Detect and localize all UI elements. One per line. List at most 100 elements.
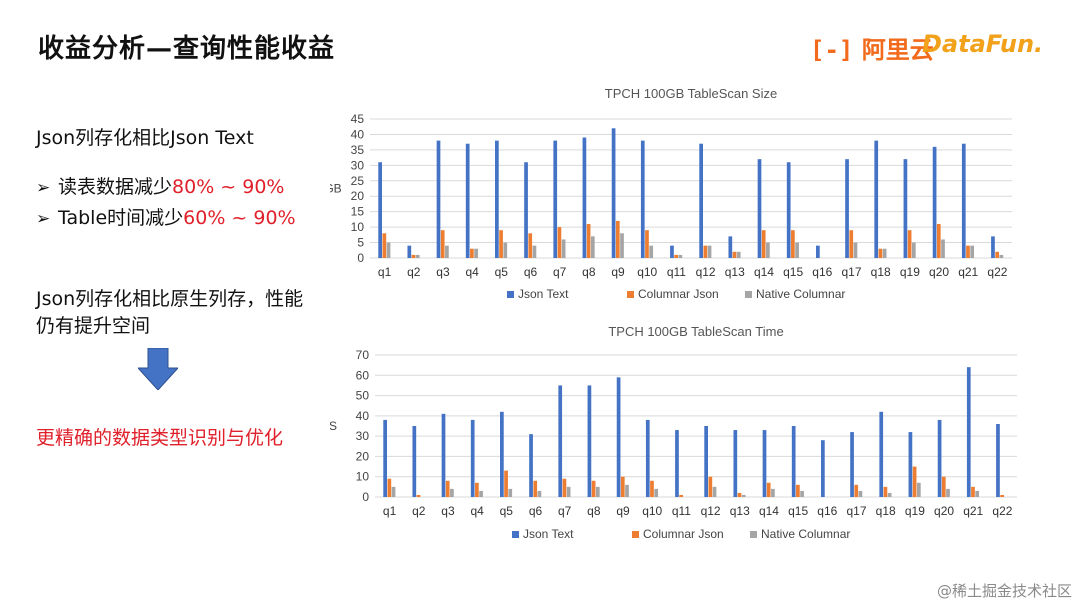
bar: [645, 230, 649, 258]
x-tick-label: q15: [788, 504, 808, 518]
bar: [465, 143, 470, 258]
bar: [504, 470, 508, 497]
chevron-right-icon: ➢: [36, 209, 51, 229]
bar: [416, 494, 421, 497]
bar: [391, 486, 396, 497]
bullet1-value: 80% ~ 90%: [172, 176, 285, 198]
x-tick-label: q5: [495, 265, 509, 279]
x-tick-label: q12: [701, 504, 721, 518]
bar: [587, 385, 592, 497]
y-tick-label: 30: [351, 158, 365, 172]
bullet2-prefix: Table时间减少: [58, 207, 184, 229]
x-tick-label: q19: [905, 504, 925, 518]
legend-swatch: [512, 531, 519, 538]
x-tick-label: q3: [436, 265, 450, 279]
x-tick-label: q11: [672, 504, 691, 518]
bar: [678, 254, 683, 258]
x-tick-label: q19: [900, 265, 920, 279]
bar: [558, 385, 563, 497]
x-tick-label: q22: [992, 504, 1012, 518]
x-tick-label: q20: [929, 265, 949, 279]
legend-swatch: [632, 531, 639, 538]
bar: [845, 159, 849, 258]
y-axis-label: S: [330, 419, 337, 433]
bar: [737, 492, 742, 497]
x-tick-label: q6: [529, 504, 543, 518]
bar: [440, 230, 445, 258]
x-tick-label: q7: [553, 265, 567, 279]
bar: [1000, 494, 1005, 497]
aliyun-bracket-icon: [-]: [810, 36, 854, 64]
y-tick-label: 45: [351, 112, 365, 126]
bar: [874, 140, 879, 258]
x-tick-label: q21: [958, 265, 978, 279]
bar: [532, 245, 537, 258]
bar: [908, 432, 913, 497]
datafun-logo: DataFun.: [922, 30, 1044, 58]
x-tick-label: q10: [642, 504, 662, 518]
bar: [766, 242, 770, 258]
bar: [528, 233, 533, 258]
legend-swatch: [507, 291, 514, 298]
bar: [821, 440, 825, 497]
x-tick-label: q21: [963, 504, 983, 518]
bar: [853, 242, 858, 258]
bar: [450, 488, 454, 497]
bar: [640, 140, 645, 258]
bar: [728, 236, 733, 258]
bar: [645, 419, 650, 497]
bar: [907, 230, 912, 258]
bar: [883, 486, 888, 497]
x-tick-label: q16: [817, 504, 837, 518]
legend-swatch: [745, 291, 752, 298]
bar: [411, 254, 416, 258]
bar: [470, 248, 474, 258]
bar: [741, 494, 746, 497]
bar: [495, 140, 499, 258]
bar: [675, 430, 679, 497]
bar: [499, 230, 503, 258]
legend-label: Native Columnar: [756, 287, 845, 301]
bar: [707, 245, 712, 258]
y-tick-label: 50: [356, 389, 370, 403]
bar: [537, 490, 542, 497]
y-tick-label: 20: [351, 189, 365, 203]
bar: [562, 478, 567, 497]
x-tick-label: q5: [500, 504, 514, 518]
bar: [616, 377, 621, 497]
slide-title: 收益分析—查询性能收益: [38, 34, 336, 64]
legend-swatch: [750, 531, 757, 538]
bar: [757, 159, 762, 258]
bar: [732, 251, 737, 258]
y-tick-label: 0: [362, 490, 369, 504]
bar: [786, 162, 791, 258]
bar: [996, 423, 1000, 497]
x-tick-label: q8: [582, 265, 596, 279]
bar: [708, 476, 713, 497]
legend-label: Columnar Json: [638, 287, 719, 301]
chart-title: TPCH 100GB TableScan Time: [608, 324, 783, 339]
bar: [946, 488, 950, 497]
x-tick-label: q17: [846, 504, 866, 518]
bar: [941, 239, 945, 258]
bar: [670, 245, 674, 258]
bar: [524, 162, 528, 258]
bar: [791, 426, 796, 497]
x-tick-label: q9: [616, 504, 630, 518]
bar: [650, 480, 654, 497]
bar: [854, 484, 859, 497]
bar: [387, 478, 392, 497]
bar: [912, 466, 917, 497]
down-arrow-icon: [138, 348, 178, 390]
x-tick-label: q2: [412, 504, 426, 518]
bar: [383, 419, 387, 497]
x-tick-label: q9: [611, 265, 625, 279]
y-tick-label: 25: [351, 174, 365, 188]
bar: [791, 230, 795, 258]
x-tick-label: q10: [637, 265, 657, 279]
bar: [503, 242, 508, 258]
y-tick-label: 10: [356, 470, 370, 484]
x-tick-label: q22: [987, 265, 1007, 279]
legend-label: Json Text: [518, 287, 569, 301]
bullet1-prefix: 读表数据减少: [58, 176, 173, 198]
